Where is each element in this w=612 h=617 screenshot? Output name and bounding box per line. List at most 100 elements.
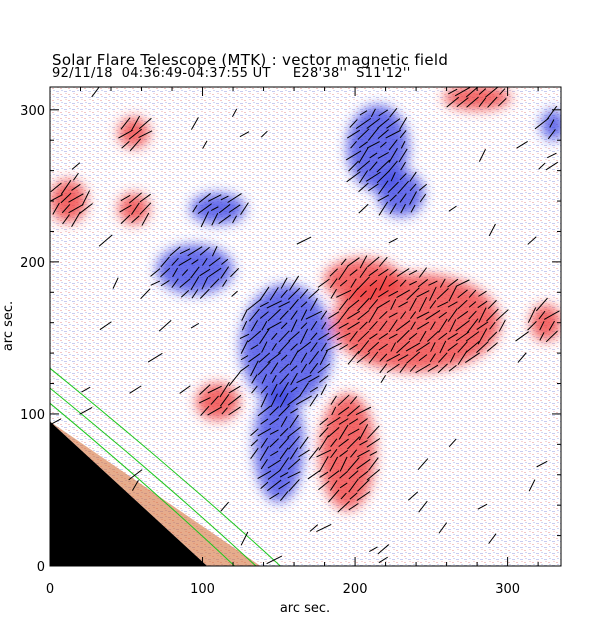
field-vector-145 (259, 328, 270, 344)
field-vector-545 (527, 320, 537, 331)
field-vector-490 (447, 332, 458, 340)
field-vector-321 (349, 119, 358, 128)
field-vector-538 (495, 309, 509, 322)
field-vector-266 (331, 406, 337, 416)
field-vector-94 (222, 279, 228, 287)
field-vector-274 (329, 268, 338, 277)
field-vector-108 (227, 193, 242, 203)
field-vector-121 (250, 428, 259, 437)
field-vector-136 (257, 427, 272, 437)
field-vector-139 (260, 393, 269, 408)
field-vector-191 (280, 289, 288, 298)
field-vector-172 (280, 491, 289, 501)
field-vector-152 (269, 492, 280, 500)
field-vector-319 (350, 141, 357, 149)
field-vector-392 (376, 159, 391, 173)
field-vector-289 (337, 307, 350, 323)
field-vector-543 (516, 140, 528, 149)
field-vector-17 (81, 190, 91, 206)
field-vector-356 (368, 351, 379, 364)
field-vector-549 (539, 332, 545, 341)
field-vector-240 (308, 288, 320, 300)
field-vector-96 (221, 258, 229, 265)
field-vector-166 (271, 343, 277, 351)
field-vector-365 (367, 256, 380, 268)
field-vector-400 (390, 342, 397, 352)
field-vector-241 (316, 523, 332, 533)
field-vector-514 (468, 301, 477, 308)
field-vector-222 (300, 322, 308, 330)
field-vector-13 (71, 162, 81, 170)
field-vector-304 (347, 405, 361, 417)
field-vector-299 (347, 457, 360, 472)
field-vector-192 (280, 277, 288, 289)
field-vector-471 (429, 321, 436, 331)
field-vector-64 (191, 259, 199, 265)
field-vector-387 (378, 256, 388, 267)
field-vector-430 (399, 193, 407, 203)
field-vector-251 (317, 363, 331, 374)
field-vector-300 (350, 449, 358, 458)
field-vector-524 (478, 290, 487, 297)
field-vector-503 (457, 310, 469, 320)
field-vector-127 (247, 330, 262, 343)
positive-region-left-positive-1 (50, 179, 87, 223)
field-vector-57 (181, 269, 189, 276)
field-vector-62 (190, 276, 200, 291)
field-vector-399 (386, 353, 401, 362)
field-vector-187 (278, 330, 290, 343)
field-vector-389 (377, 194, 390, 202)
field-vector-272 (330, 288, 337, 299)
field-vector-502 (455, 320, 470, 332)
field-vector-461 (418, 296, 428, 312)
field-vector-354 (366, 438, 381, 448)
field-vector-525 (478, 149, 486, 162)
field-vector-470 (427, 330, 439, 342)
field-vector-327 (359, 440, 368, 446)
field-vector-401 (388, 333, 398, 340)
field-vector-397 (378, 109, 389, 117)
field-vector-308 (349, 331, 358, 342)
field-vector-27 (120, 117, 131, 130)
field-vector-45 (150, 268, 161, 277)
field-vector-101 (227, 394, 242, 406)
field-vector-168 (266, 321, 282, 331)
field-vector-66 (192, 204, 198, 213)
field-vector-39 (139, 202, 152, 215)
field-vector-396 (377, 118, 390, 129)
field-vector-198 (287, 426, 302, 438)
field-vector-297 (348, 478, 359, 493)
field-vector-562 (546, 105, 558, 120)
field-vector-444 (409, 311, 417, 319)
field-vector-374 (378, 556, 388, 564)
field-vector-87 (211, 213, 219, 226)
field-vector-298 (348, 470, 359, 480)
field-vector-469 (430, 342, 436, 352)
field-vector-542 (515, 331, 529, 342)
field-vector-458 (419, 330, 427, 342)
field-vector-336 (357, 297, 370, 312)
field-vector-138 (257, 405, 271, 417)
field-vector-207 (288, 331, 300, 342)
y-tick-label-200: 200 (20, 256, 45, 271)
field-vector-236 (310, 332, 318, 341)
limb-contour-2 (50, 367, 281, 566)
field-vector-343 (358, 170, 369, 184)
positive-region-left-positive-2 (118, 117, 150, 148)
field-vector-383 (376, 300, 391, 309)
y-tick-label-300: 300 (20, 104, 45, 119)
field-vector-373 (370, 108, 376, 118)
field-vector-492 (447, 308, 458, 322)
field-vector-288 (338, 322, 349, 329)
field-vector-294 (340, 258, 347, 266)
field-vector-149 (259, 286, 270, 301)
field-vector-212 (289, 275, 300, 291)
field-vector-489 (447, 342, 458, 352)
field-vector-160 (269, 406, 280, 416)
field-vector-153 (267, 479, 282, 492)
field-vector-350 (369, 546, 378, 553)
field-vector-275 (337, 500, 350, 513)
field-vector-527 (478, 88, 487, 95)
field-vector-229 (308, 447, 320, 460)
